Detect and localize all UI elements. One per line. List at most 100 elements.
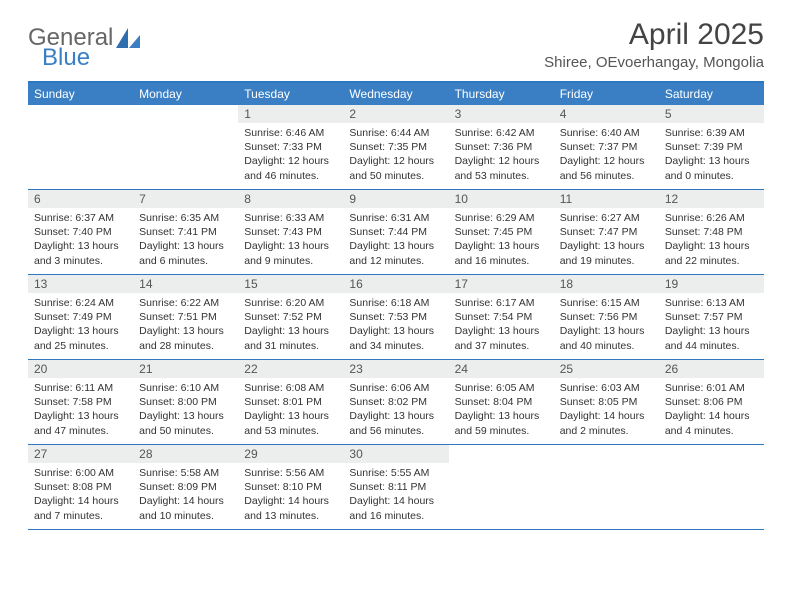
calendar-cell: 13Sunrise: 6:24 AMSunset: 7:49 PMDayligh…	[28, 275, 133, 359]
calendar-cell: 8Sunrise: 6:33 AMSunset: 7:43 PMDaylight…	[238, 190, 343, 274]
date-number: 1	[238, 105, 343, 123]
calendar-cell: 29Sunrise: 5:56 AMSunset: 8:10 PMDayligh…	[238, 445, 343, 529]
date-number: 15	[238, 275, 343, 293]
calendar-week: 6Sunrise: 6:37 AMSunset: 7:40 PMDaylight…	[28, 190, 764, 275]
calendar-cell: 10Sunrise: 6:29 AMSunset: 7:45 PMDayligh…	[449, 190, 554, 274]
calendar-cell: 6Sunrise: 6:37 AMSunset: 7:40 PMDaylight…	[28, 190, 133, 274]
date-number: 11	[554, 190, 659, 208]
date-number: 30	[343, 445, 448, 463]
date-number: 28	[133, 445, 238, 463]
day-details: Sunrise: 6:24 AMSunset: 7:49 PMDaylight:…	[28, 293, 133, 357]
weekday-header-row: SundayMondayTuesdayWednesdayThursdayFrid…	[28, 83, 764, 105]
day-details: Sunrise: 6:44 AMSunset: 7:35 PMDaylight:…	[343, 123, 448, 187]
date-number: 3	[449, 105, 554, 123]
day-details: Sunrise: 6:17 AMSunset: 7:54 PMDaylight:…	[449, 293, 554, 357]
calendar-cell: 12Sunrise: 6:26 AMSunset: 7:48 PMDayligh…	[659, 190, 764, 274]
day-details: Sunrise: 6:26 AMSunset: 7:48 PMDaylight:…	[659, 208, 764, 272]
date-number: 24	[449, 360, 554, 378]
logo-sail-icon	[115, 27, 141, 49]
date-number: 16	[343, 275, 448, 293]
date-number: 7	[133, 190, 238, 208]
logo-text-blue: Blue	[42, 44, 90, 72]
day-details: Sunrise: 6:05 AMSunset: 8:04 PMDaylight:…	[449, 378, 554, 442]
day-details: Sunrise: 6:18 AMSunset: 7:53 PMDaylight:…	[343, 293, 448, 357]
calendar-cell: 3Sunrise: 6:42 AMSunset: 7:36 PMDaylight…	[449, 105, 554, 189]
calendar-cell: 27Sunrise: 6:00 AMSunset: 8:08 PMDayligh…	[28, 445, 133, 529]
calendar-week: 27Sunrise: 6:00 AMSunset: 8:08 PMDayligh…	[28, 445, 764, 530]
weekday-header: Monday	[133, 83, 238, 105]
date-number: 19	[659, 275, 764, 293]
date-number: 29	[238, 445, 343, 463]
weekday-header: Thursday	[449, 83, 554, 105]
calendar-cell: 21Sunrise: 6:10 AMSunset: 8:00 PMDayligh…	[133, 360, 238, 444]
day-details: Sunrise: 6:33 AMSunset: 7:43 PMDaylight:…	[238, 208, 343, 272]
day-details: Sunrise: 6:15 AMSunset: 7:56 PMDaylight:…	[554, 293, 659, 357]
location-label: Shiree, OEvoerhangay, Mongolia	[544, 54, 764, 71]
date-number: 17	[449, 275, 554, 293]
date-number: 27	[28, 445, 133, 463]
day-details: Sunrise: 6:08 AMSunset: 8:01 PMDaylight:…	[238, 378, 343, 442]
date-number: 12	[659, 190, 764, 208]
calendar-cell: 26Sunrise: 6:01 AMSunset: 8:06 PMDayligh…	[659, 360, 764, 444]
day-details: Sunrise: 6:10 AMSunset: 8:00 PMDaylight:…	[133, 378, 238, 442]
calendar-cell: 23Sunrise: 6:06 AMSunset: 8:02 PMDayligh…	[343, 360, 448, 444]
date-number: 6	[28, 190, 133, 208]
day-details: Sunrise: 6:22 AMSunset: 7:51 PMDaylight:…	[133, 293, 238, 357]
calendar-cell-empty	[133, 105, 238, 189]
date-number: 13	[28, 275, 133, 293]
calendar-cell: 22Sunrise: 6:08 AMSunset: 8:01 PMDayligh…	[238, 360, 343, 444]
date-number: 18	[554, 275, 659, 293]
weekday-header: Saturday	[659, 83, 764, 105]
day-details: Sunrise: 6:29 AMSunset: 7:45 PMDaylight:…	[449, 208, 554, 272]
day-details: Sunrise: 6:13 AMSunset: 7:57 PMDaylight:…	[659, 293, 764, 357]
calendar-cell: 17Sunrise: 6:17 AMSunset: 7:54 PMDayligh…	[449, 275, 554, 359]
calendar-cell: 20Sunrise: 6:11 AMSunset: 7:58 PMDayligh…	[28, 360, 133, 444]
day-details: Sunrise: 6:00 AMSunset: 8:08 PMDaylight:…	[28, 463, 133, 527]
calendar-cell: 15Sunrise: 6:20 AMSunset: 7:52 PMDayligh…	[238, 275, 343, 359]
calendar-cell: 18Sunrise: 6:15 AMSunset: 7:56 PMDayligh…	[554, 275, 659, 359]
day-details: Sunrise: 6:11 AMSunset: 7:58 PMDaylight:…	[28, 378, 133, 442]
weekday-header: Wednesday	[343, 83, 448, 105]
day-details: Sunrise: 5:58 AMSunset: 8:09 PMDaylight:…	[133, 463, 238, 527]
date-number: 5	[659, 105, 764, 123]
date-number: 9	[343, 190, 448, 208]
day-details: Sunrise: 6:31 AMSunset: 7:44 PMDaylight:…	[343, 208, 448, 272]
day-details: Sunrise: 6:06 AMSunset: 8:02 PMDaylight:…	[343, 378, 448, 442]
date-number: 8	[238, 190, 343, 208]
calendar-cell: 16Sunrise: 6:18 AMSunset: 7:53 PMDayligh…	[343, 275, 448, 359]
date-number: 4	[554, 105, 659, 123]
day-details: Sunrise: 6:42 AMSunset: 7:36 PMDaylight:…	[449, 123, 554, 187]
date-number: 2	[343, 105, 448, 123]
date-number: 14	[133, 275, 238, 293]
day-details: Sunrise: 5:56 AMSunset: 8:10 PMDaylight:…	[238, 463, 343, 527]
day-details: Sunrise: 6:39 AMSunset: 7:39 PMDaylight:…	[659, 123, 764, 187]
day-details: Sunrise: 6:37 AMSunset: 7:40 PMDaylight:…	[28, 208, 133, 272]
date-number: 23	[343, 360, 448, 378]
calendar: SundayMondayTuesdayWednesdayThursdayFrid…	[28, 81, 764, 530]
date-number: 10	[449, 190, 554, 208]
calendar-cell: 14Sunrise: 6:22 AMSunset: 7:51 PMDayligh…	[133, 275, 238, 359]
calendar-cell: 2Sunrise: 6:44 AMSunset: 7:35 PMDaylight…	[343, 105, 448, 189]
calendar-week: 20Sunrise: 6:11 AMSunset: 7:58 PMDayligh…	[28, 360, 764, 445]
day-details: Sunrise: 6:35 AMSunset: 7:41 PMDaylight:…	[133, 208, 238, 272]
date-number: 22	[238, 360, 343, 378]
day-details: Sunrise: 5:55 AMSunset: 8:11 PMDaylight:…	[343, 463, 448, 527]
calendar-week: 13Sunrise: 6:24 AMSunset: 7:49 PMDayligh…	[28, 275, 764, 360]
calendar-cell: 30Sunrise: 5:55 AMSunset: 8:11 PMDayligh…	[343, 445, 448, 529]
calendar-cell: 5Sunrise: 6:39 AMSunset: 7:39 PMDaylight…	[659, 105, 764, 189]
calendar-cell: 24Sunrise: 6:05 AMSunset: 8:04 PMDayligh…	[449, 360, 554, 444]
date-number: 26	[659, 360, 764, 378]
calendar-cell: 25Sunrise: 6:03 AMSunset: 8:05 PMDayligh…	[554, 360, 659, 444]
day-details: Sunrise: 6:20 AMSunset: 7:52 PMDaylight:…	[238, 293, 343, 357]
calendar-cell: 1Sunrise: 6:46 AMSunset: 7:33 PMDaylight…	[238, 105, 343, 189]
calendar-cell-empty	[28, 105, 133, 189]
day-details: Sunrise: 6:27 AMSunset: 7:47 PMDaylight:…	[554, 208, 659, 272]
weekday-header: Sunday	[28, 83, 133, 105]
calendar-cell: 4Sunrise: 6:40 AMSunset: 7:37 PMDaylight…	[554, 105, 659, 189]
calendar-cell: 19Sunrise: 6:13 AMSunset: 7:57 PMDayligh…	[659, 275, 764, 359]
calendar-cell-empty	[659, 445, 764, 529]
calendar-cell-empty	[449, 445, 554, 529]
date-number: 25	[554, 360, 659, 378]
calendar-cell: 7Sunrise: 6:35 AMSunset: 7:41 PMDaylight…	[133, 190, 238, 274]
day-details: Sunrise: 6:03 AMSunset: 8:05 PMDaylight:…	[554, 378, 659, 442]
